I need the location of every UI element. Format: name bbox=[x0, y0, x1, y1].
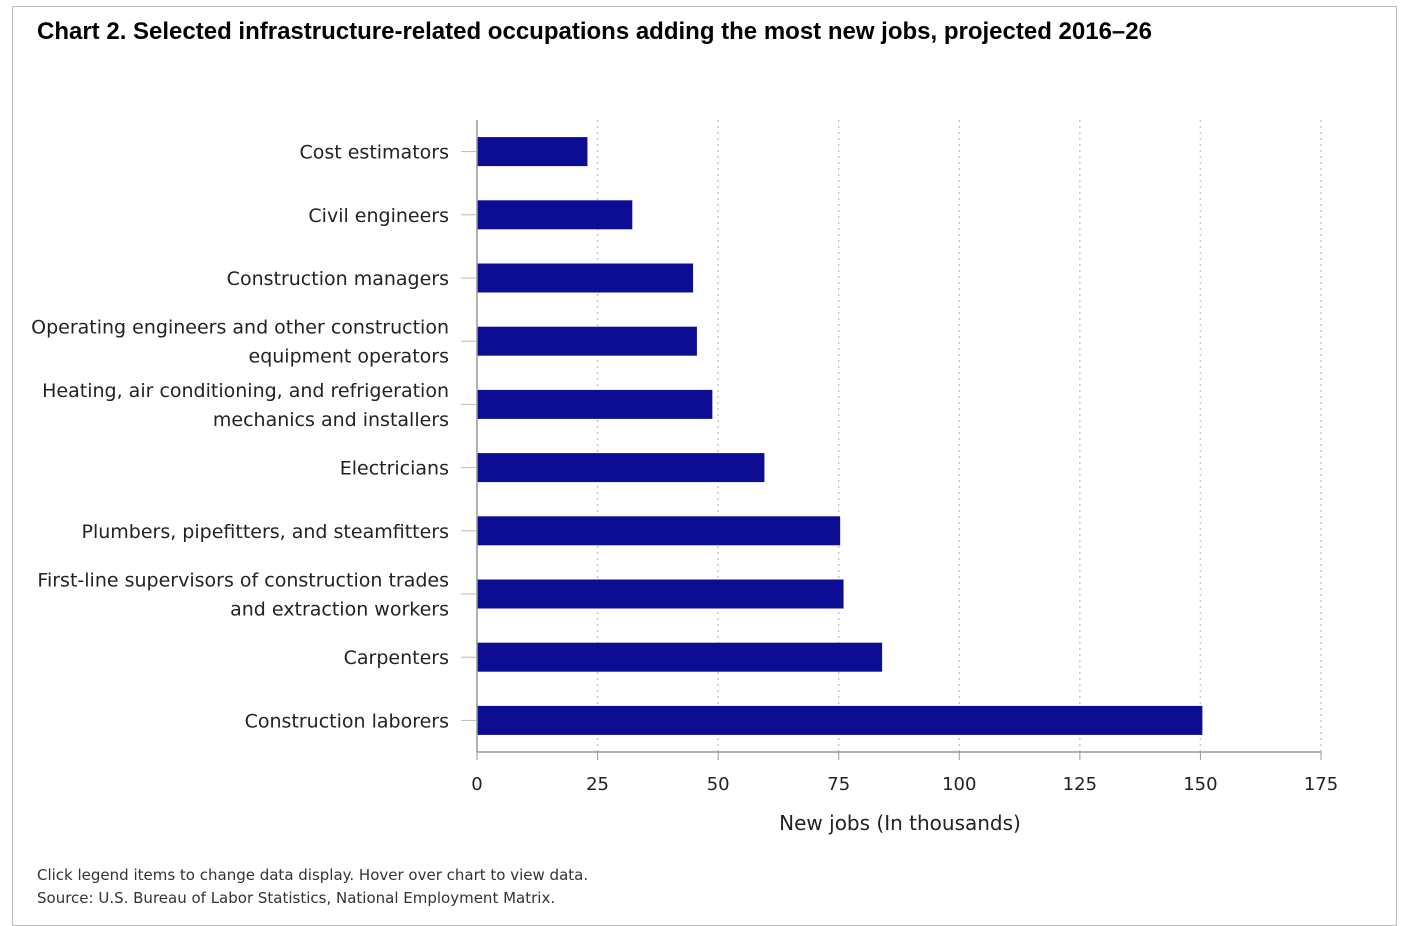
bar[interactable] bbox=[477, 579, 844, 609]
category-label: Heating, air conditioning, and refrigera… bbox=[42, 380, 449, 402]
category-label: Construction laborers bbox=[245, 710, 449, 732]
x-tick-label: 50 bbox=[707, 774, 730, 795]
category-label: Civil engineers bbox=[308, 205, 449, 227]
bars bbox=[477, 137, 1203, 735]
bar[interactable] bbox=[477, 516, 841, 546]
category-label: Construction managers bbox=[227, 268, 449, 290]
category-label: First-line supervisors of construction t… bbox=[37, 570, 449, 592]
x-axis-title: New jobs (In thousands) bbox=[779, 811, 1021, 835]
category-label: Carpenters bbox=[344, 647, 449, 669]
bar[interactable] bbox=[477, 453, 765, 483]
bar[interactable] bbox=[477, 200, 633, 230]
chart-title: Chart 2. Selected infrastructure-related… bbox=[37, 18, 1152, 45]
bar[interactable] bbox=[477, 705, 1203, 735]
category-label: mechanics and installers bbox=[213, 409, 449, 431]
x-tick-label: 0 bbox=[471, 774, 482, 795]
category-label: Electricians bbox=[340, 458, 449, 480]
axes bbox=[461, 120, 1322, 760]
category-label: and extraction workers bbox=[230, 599, 449, 621]
category-label: Operating engineers and other constructi… bbox=[31, 317, 449, 339]
category-label: Cost estimators bbox=[299, 142, 449, 164]
x-tick-labels: 0 25 50 75 100 125 150 175 bbox=[471, 774, 1338, 795]
footnote-instructions: Click legend items to change data displa… bbox=[37, 866, 589, 884]
bar[interactable] bbox=[477, 326, 697, 356]
x-tick-label: 175 bbox=[1304, 774, 1338, 795]
x-tick-label: 75 bbox=[827, 774, 850, 795]
category-label: equipment operators bbox=[249, 346, 449, 368]
x-tick-label: 100 bbox=[942, 774, 976, 795]
x-tick-label: 25 bbox=[586, 774, 609, 795]
bar[interactable] bbox=[477, 389, 713, 419]
bar[interactable] bbox=[477, 642, 883, 672]
x-tick-label: 125 bbox=[1063, 774, 1097, 795]
bar[interactable] bbox=[477, 263, 694, 293]
x-tick-label: 150 bbox=[1183, 774, 1217, 795]
bar[interactable] bbox=[477, 137, 588, 167]
category-label: Plumbers, pipefitters, and steamfitters bbox=[81, 521, 449, 543]
category-labels: Cost estimators Civil engineers Constructi… bbox=[31, 142, 449, 733]
footnote-source: Source: U.S. Bureau of Labor Statistics,… bbox=[37, 889, 556, 907]
